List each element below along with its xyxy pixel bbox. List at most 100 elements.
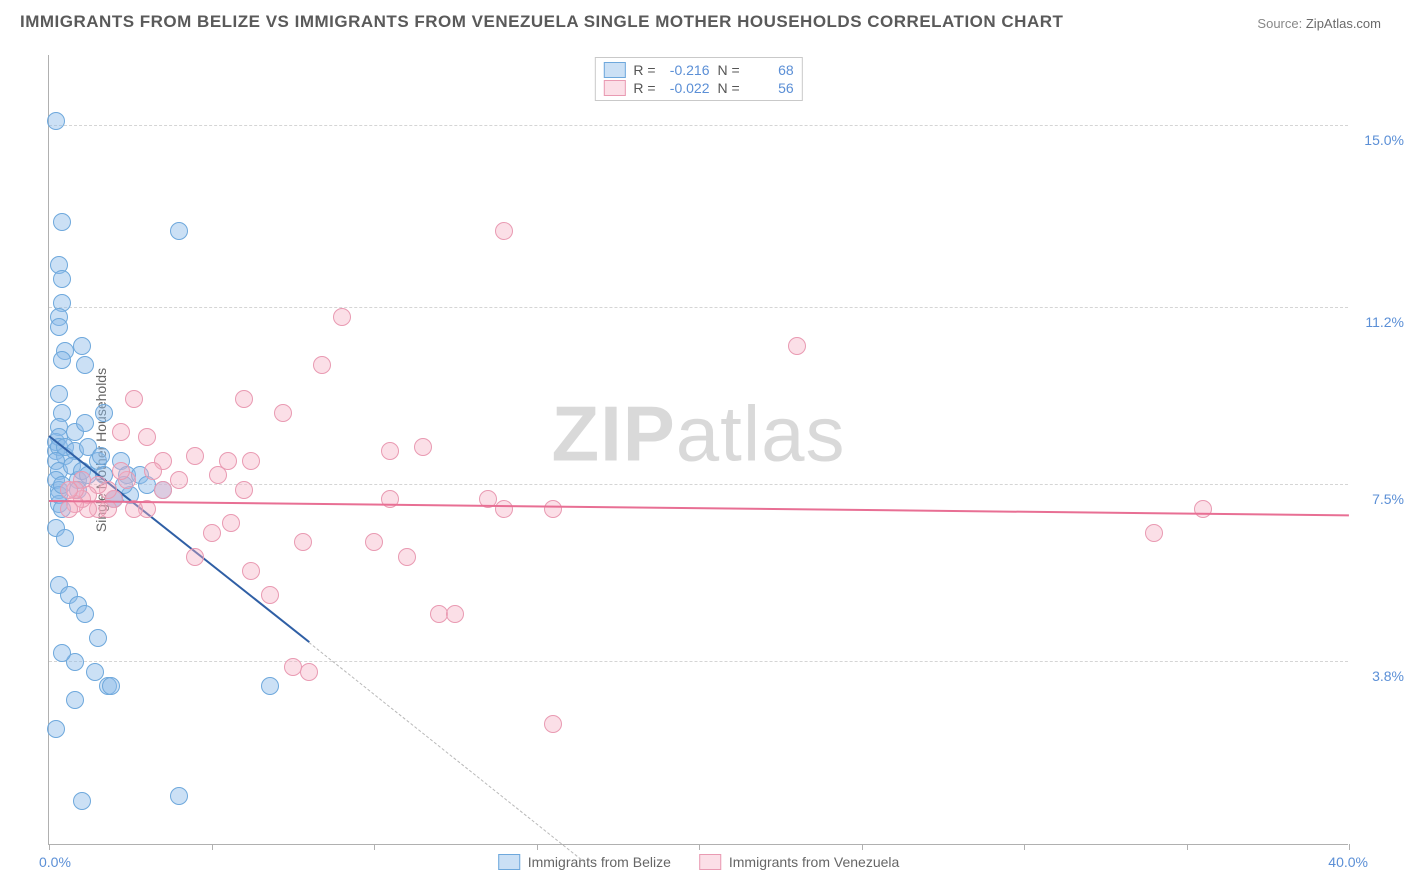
data-point-belize: [76, 605, 94, 623]
x-tick: [1024, 844, 1025, 850]
y-tick-label: 11.2%: [1365, 314, 1404, 330]
data-point-venezuela: [186, 447, 204, 465]
data-point-venezuela: [414, 438, 432, 456]
legend-n-label: N =: [718, 62, 740, 78]
x-tick: [212, 844, 213, 850]
gridline: 15.0%: [49, 125, 1348, 126]
data-point-belize: [50, 318, 68, 336]
data-point-venezuela: [1194, 500, 1212, 518]
data-point-belize: [47, 720, 65, 738]
data-point-venezuela: [365, 533, 383, 551]
data-point-venezuela: [544, 715, 562, 733]
data-point-venezuela: [242, 562, 260, 580]
data-point-venezuela: [170, 471, 188, 489]
data-point-belize: [261, 677, 279, 695]
data-point-belize: [53, 644, 71, 662]
trend-line-extrapolated: [309, 642, 586, 863]
data-point-belize: [47, 112, 65, 130]
data-point-belize: [86, 663, 104, 681]
data-point-venezuela: [313, 356, 331, 374]
x-axis-max-label: 40.0%: [1328, 854, 1368, 870]
scatter-plot: ZIPatlas Single Mother Households 0.0% 4…: [48, 55, 1348, 845]
source-link[interactable]: ZipAtlas.com: [1306, 16, 1381, 31]
data-point-belize: [53, 351, 71, 369]
legend-n-label: N =: [718, 80, 740, 96]
series-legend: Immigrants from Belize Immigrants from Ve…: [498, 854, 900, 870]
data-point-venezuela: [125, 390, 143, 408]
data-point-belize: [92, 447, 110, 465]
data-point-venezuela: [235, 481, 253, 499]
data-point-belize: [102, 677, 120, 695]
legend-r-label: R =: [633, 62, 655, 78]
legend-r-label: R =: [633, 80, 655, 96]
data-point-belize: [53, 213, 71, 231]
legend-label-belize: Immigrants from Belize: [528, 854, 671, 870]
gridline: 11.2%: [49, 307, 1348, 308]
data-point-venezuela: [495, 222, 513, 240]
data-point-venezuela: [60, 481, 78, 499]
data-point-venezuela: [60, 500, 78, 518]
data-point-venezuela: [446, 605, 464, 623]
data-point-belize: [170, 222, 188, 240]
gridline: 3.8%: [49, 661, 1348, 662]
data-point-venezuela: [203, 524, 221, 542]
data-point-venezuela: [284, 658, 302, 676]
data-point-belize: [76, 356, 94, 374]
data-point-venezuela: [186, 548, 204, 566]
chart-title: IMMIGRANTS FROM BELIZE VS IMMIGRANTS FRO…: [20, 12, 1063, 32]
source-attribution: Source: ZipAtlas.com: [1257, 16, 1381, 31]
y-tick-label: 15.0%: [1364, 132, 1404, 148]
data-point-venezuela: [300, 663, 318, 681]
x-tick: [49, 844, 50, 850]
x-tick: [862, 844, 863, 850]
data-point-venezuela: [144, 462, 162, 480]
data-point-belize: [73, 337, 91, 355]
data-point-venezuela: [261, 586, 279, 604]
x-axis-min-label: 0.0%: [39, 854, 71, 870]
legend-swatch-venezuela: [699, 854, 721, 870]
watermark-atlas: atlas: [676, 389, 846, 477]
correlation-legend: R =-0.216N =68R =-0.022N =56: [594, 57, 802, 101]
data-point-venezuela: [242, 452, 260, 470]
data-point-venezuela: [333, 308, 351, 326]
x-tick: [1187, 844, 1188, 850]
watermark: ZIPatlas: [551, 388, 845, 479]
y-tick-label: 7.5%: [1372, 491, 1404, 507]
watermark-zip: ZIP: [551, 389, 675, 477]
trend-line: [49, 500, 1349, 516]
data-point-belize: [76, 414, 94, 432]
x-tick: [699, 844, 700, 850]
data-point-belize: [53, 270, 71, 288]
legend-item-venezuela: Immigrants from Venezuela: [699, 854, 899, 870]
data-point-belize: [66, 691, 84, 709]
data-point-belize: [73, 792, 91, 810]
source-label: Source:: [1257, 16, 1302, 31]
legend-swatch-belize: [603, 62, 625, 78]
data-point-venezuela: [112, 423, 130, 441]
data-point-venezuela: [398, 548, 416, 566]
x-tick: [1349, 844, 1350, 850]
legend-label-venezuela: Immigrants from Venezuela: [729, 854, 899, 870]
data-point-venezuela: [544, 500, 562, 518]
data-point-venezuela: [112, 462, 130, 480]
data-point-belize: [170, 787, 188, 805]
data-point-venezuela: [294, 533, 312, 551]
data-point-belize: [50, 385, 68, 403]
y-tick-label: 3.8%: [1372, 668, 1404, 684]
legend-r-value-belize: -0.216: [664, 62, 710, 78]
data-point-belize: [95, 404, 113, 422]
data-point-venezuela: [381, 442, 399, 460]
data-point-venezuela: [235, 390, 253, 408]
data-point-venezuela: [222, 514, 240, 532]
data-point-venezuela: [495, 500, 513, 518]
data-point-venezuela: [788, 337, 806, 355]
data-point-venezuela: [209, 466, 227, 484]
x-tick: [374, 844, 375, 850]
data-point-venezuela: [1145, 524, 1163, 542]
legend-r-value-venezuela: -0.022: [664, 80, 710, 96]
x-tick: [537, 844, 538, 850]
legend-n-value-belize: 68: [748, 62, 794, 78]
legend-swatch-belize: [498, 854, 520, 870]
data-point-venezuela: [138, 428, 156, 446]
data-point-belize: [89, 629, 107, 647]
